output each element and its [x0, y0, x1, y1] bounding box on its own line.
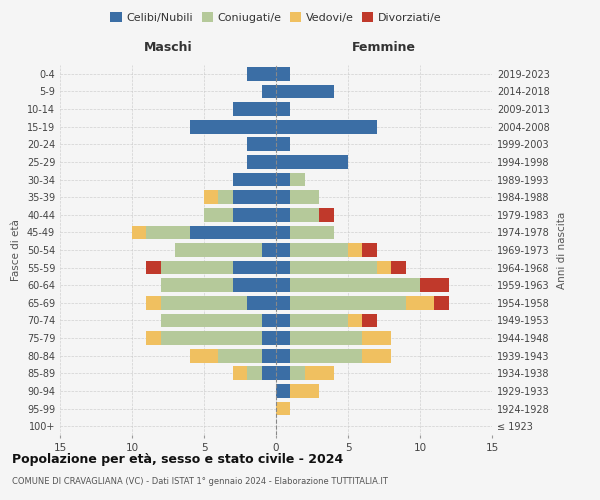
Bar — [190, 349, 218, 362]
Bar — [262, 349, 276, 362]
Text: Maschi: Maschi — [143, 42, 193, 54]
Bar — [161, 260, 233, 274]
Bar — [362, 243, 377, 257]
Bar — [276, 296, 290, 310]
Bar — [262, 243, 276, 257]
Bar — [290, 172, 305, 186]
Bar — [348, 314, 362, 328]
Bar — [276, 172, 290, 186]
Bar — [233, 190, 276, 204]
Bar — [276, 84, 334, 98]
Bar — [247, 67, 276, 80]
Bar — [204, 190, 218, 204]
Bar — [406, 296, 434, 310]
Bar — [233, 102, 276, 116]
Bar — [276, 366, 290, 380]
Bar — [276, 402, 290, 415]
Bar — [262, 331, 276, 345]
Bar — [434, 296, 449, 310]
Bar — [262, 314, 276, 328]
Legend: Celibi/Nubili, Coniugati/e, Vedovi/e, Divorziati/e: Celibi/Nubili, Coniugati/e, Vedovi/e, Di… — [106, 8, 446, 28]
Y-axis label: Fasce di età: Fasce di età — [11, 219, 21, 281]
Bar — [348, 243, 362, 257]
Bar — [290, 366, 305, 380]
Bar — [290, 208, 319, 222]
Bar — [290, 190, 319, 204]
Bar — [262, 84, 276, 98]
Bar — [276, 314, 290, 328]
Bar — [362, 331, 391, 345]
Bar — [233, 260, 276, 274]
Bar — [247, 138, 276, 151]
Bar — [218, 349, 262, 362]
Bar — [262, 366, 276, 380]
Bar — [161, 331, 262, 345]
Bar — [276, 384, 290, 398]
Text: Popolazione per età, sesso e stato civile - 2024: Popolazione per età, sesso e stato civil… — [12, 452, 343, 466]
Bar — [132, 226, 146, 239]
Bar — [204, 208, 233, 222]
Bar — [233, 172, 276, 186]
Bar — [233, 278, 276, 292]
Bar — [290, 349, 362, 362]
Bar — [290, 331, 362, 345]
Bar — [233, 366, 247, 380]
Bar — [146, 296, 161, 310]
Bar — [146, 226, 190, 239]
Bar — [420, 278, 449, 292]
Bar — [233, 208, 276, 222]
Bar — [391, 260, 406, 274]
Bar — [276, 120, 377, 134]
Bar — [276, 278, 290, 292]
Bar — [146, 260, 161, 274]
Bar — [276, 208, 290, 222]
Bar — [161, 314, 262, 328]
Bar — [290, 296, 406, 310]
Bar — [247, 296, 276, 310]
Bar — [276, 190, 290, 204]
Text: Femmine: Femmine — [352, 42, 416, 54]
Bar — [276, 138, 290, 151]
Bar — [276, 349, 290, 362]
Bar — [161, 296, 247, 310]
Bar — [146, 331, 161, 345]
Bar — [247, 366, 262, 380]
Bar — [362, 349, 391, 362]
Bar — [290, 278, 420, 292]
Bar — [362, 314, 377, 328]
Bar — [247, 155, 276, 169]
Bar — [276, 67, 290, 80]
Y-axis label: Anni di nascita: Anni di nascita — [557, 212, 566, 288]
Bar — [175, 243, 262, 257]
Bar — [276, 102, 290, 116]
Bar — [190, 120, 276, 134]
Bar — [290, 260, 377, 274]
Bar — [276, 226, 290, 239]
Text: COMUNE DI CRAVAGLIANA (VC) - Dati ISTAT 1° gennaio 2024 - Elaborazione TUTTITALI: COMUNE DI CRAVAGLIANA (VC) - Dati ISTAT … — [12, 478, 388, 486]
Bar — [161, 278, 233, 292]
Bar — [276, 331, 290, 345]
Bar — [305, 366, 334, 380]
Bar — [276, 260, 290, 274]
Bar — [319, 208, 334, 222]
Bar — [276, 155, 348, 169]
Bar — [290, 384, 319, 398]
Bar — [218, 190, 233, 204]
Bar — [290, 243, 348, 257]
Bar — [377, 260, 391, 274]
Bar — [290, 314, 348, 328]
Bar — [190, 226, 276, 239]
Bar — [276, 243, 290, 257]
Bar — [290, 226, 334, 239]
